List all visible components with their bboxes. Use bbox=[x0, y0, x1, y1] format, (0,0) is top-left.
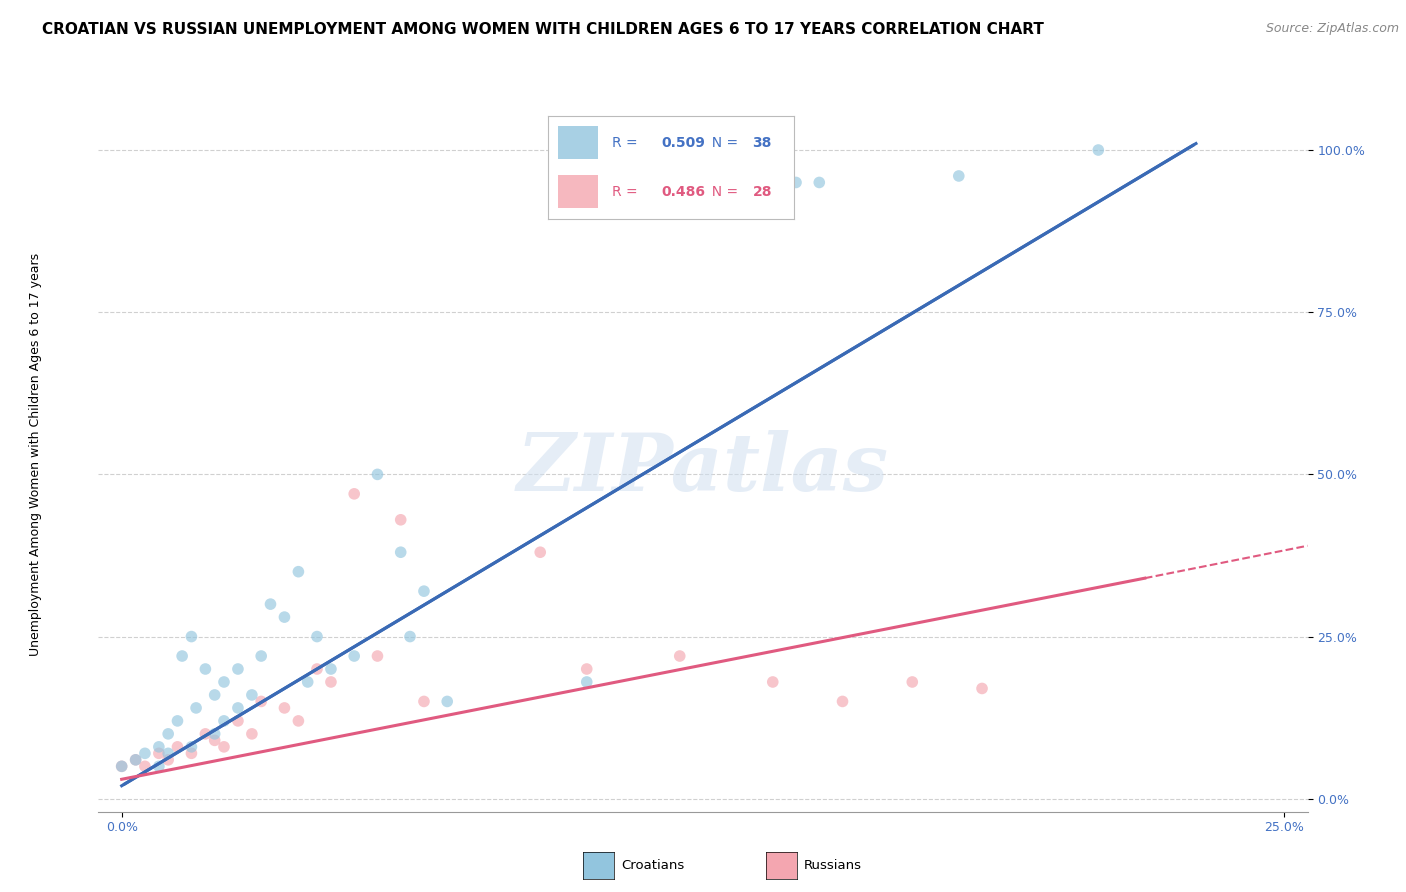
Point bbox=[226, 701, 249, 715]
Text: Russians: Russians bbox=[804, 859, 862, 871]
Point bbox=[901, 675, 924, 690]
Point bbox=[212, 739, 235, 754]
Point bbox=[343, 487, 366, 501]
Point bbox=[287, 565, 309, 579]
Point bbox=[194, 727, 217, 741]
Point bbox=[148, 747, 170, 761]
Point bbox=[204, 727, 226, 741]
Point bbox=[172, 648, 194, 663]
Point bbox=[180, 630, 202, 644]
Point bbox=[134, 759, 156, 773]
Text: R =: R = bbox=[613, 136, 643, 150]
Point bbox=[212, 675, 235, 690]
Text: Source: ZipAtlas.com: Source: ZipAtlas.com bbox=[1265, 22, 1399, 36]
Point bbox=[273, 610, 295, 624]
Point bbox=[148, 739, 170, 754]
Point bbox=[180, 747, 202, 761]
Point bbox=[212, 714, 235, 728]
Point bbox=[124, 753, 146, 767]
Point bbox=[273, 701, 295, 715]
Point bbox=[948, 169, 970, 183]
Point bbox=[389, 545, 412, 559]
Point bbox=[184, 701, 207, 715]
Bar bbox=[558, 126, 598, 159]
Text: CROATIAN VS RUSSIAN UNEMPLOYMENT AMONG WOMEN WITH CHILDREN AGES 6 TO 17 YEARS CO: CROATIAN VS RUSSIAN UNEMPLOYMENT AMONG W… bbox=[42, 22, 1045, 37]
Point bbox=[389, 513, 412, 527]
Text: ZIPatlas: ZIPatlas bbox=[517, 431, 889, 508]
Text: N =: N = bbox=[703, 185, 742, 199]
Point bbox=[413, 584, 436, 599]
Point bbox=[319, 662, 342, 676]
Point bbox=[762, 675, 785, 690]
Point bbox=[111, 759, 134, 773]
Point bbox=[399, 630, 422, 644]
Point bbox=[226, 662, 249, 676]
Text: R =: R = bbox=[613, 185, 643, 199]
Point bbox=[1087, 143, 1109, 157]
Point bbox=[529, 545, 551, 559]
Point bbox=[157, 753, 180, 767]
Point bbox=[305, 630, 328, 644]
Point bbox=[134, 747, 156, 761]
Point bbox=[124, 753, 146, 767]
Point bbox=[240, 688, 263, 702]
Point bbox=[204, 733, 226, 747]
Text: Croatians: Croatians bbox=[621, 859, 685, 871]
Bar bbox=[558, 176, 598, 208]
Point bbox=[575, 662, 598, 676]
Point bbox=[287, 714, 309, 728]
Point bbox=[157, 727, 180, 741]
Point bbox=[166, 714, 188, 728]
Point bbox=[366, 467, 388, 482]
Text: Unemployment Among Women with Children Ages 6 to 17 years: Unemployment Among Women with Children A… bbox=[28, 253, 42, 657]
Text: 28: 28 bbox=[752, 185, 772, 199]
Text: 0.486: 0.486 bbox=[661, 185, 706, 199]
Point bbox=[413, 694, 436, 708]
Point bbox=[166, 739, 188, 754]
Point bbox=[305, 662, 328, 676]
Point bbox=[204, 688, 226, 702]
Point bbox=[180, 739, 202, 754]
Point bbox=[808, 176, 831, 190]
Point bbox=[250, 648, 273, 663]
Point bbox=[366, 648, 388, 663]
Point bbox=[785, 176, 807, 190]
Point bbox=[436, 694, 458, 708]
Point bbox=[343, 648, 366, 663]
Text: N =: N = bbox=[703, 136, 742, 150]
Point bbox=[226, 714, 249, 728]
Point bbox=[250, 694, 273, 708]
Point bbox=[194, 662, 217, 676]
Point bbox=[575, 675, 598, 690]
Point bbox=[148, 759, 170, 773]
Point bbox=[319, 675, 342, 690]
Point bbox=[111, 759, 134, 773]
Text: 38: 38 bbox=[752, 136, 772, 150]
Point bbox=[831, 694, 853, 708]
Point bbox=[668, 648, 690, 663]
Point bbox=[297, 675, 319, 690]
Text: 0.509: 0.509 bbox=[661, 136, 706, 150]
Point bbox=[240, 727, 263, 741]
Point bbox=[259, 597, 281, 611]
Point bbox=[970, 681, 993, 696]
Point bbox=[157, 747, 180, 761]
